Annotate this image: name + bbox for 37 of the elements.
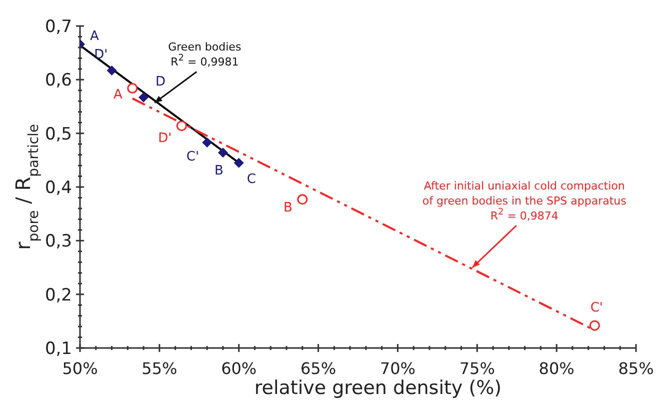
point bbox=[234, 158, 244, 168]
point bbox=[297, 194, 308, 205]
data-label: B bbox=[214, 164, 224, 179]
data-label: D' bbox=[158, 130, 172, 146]
point bbox=[218, 148, 228, 158]
x-tick-label: 65% bbox=[300, 359, 336, 378]
point bbox=[106, 66, 117, 76]
annotation: Green bodies R$^{2}$ = 0,9981 bbox=[168, 40, 242, 69]
data-label: A bbox=[90, 29, 99, 44]
x-tick-label: 85% bbox=[618, 359, 654, 378]
x-tick-label: 70% bbox=[380, 359, 416, 378]
data-label: B bbox=[283, 200, 292, 216]
data-label: A bbox=[114, 87, 123, 102]
annotation: After initial uniaxial cold compaction of green bodies in the SPS apparatus R$^{2}$ = 0,9874 bbox=[422, 180, 627, 222]
y-tick-label: 0,1 bbox=[44, 339, 72, 359]
point bbox=[202, 137, 212, 148]
x-tick-label: 60% bbox=[221, 359, 257, 378]
x-tick-label: 80% bbox=[538, 359, 574, 378]
point bbox=[127, 83, 138, 94]
x-tick-label: 75% bbox=[459, 359, 495, 378]
x-tick-label: 55% bbox=[142, 359, 178, 378]
point bbox=[138, 92, 149, 102]
data-label: D' bbox=[94, 48, 108, 63]
point bbox=[176, 120, 187, 132]
y-tick-label: 0,3 bbox=[44, 232, 72, 252]
y-tick-label: 0,6 bbox=[44, 70, 72, 91]
y-tick-label: 0,2 bbox=[44, 285, 72, 306]
data-label: C bbox=[246, 172, 256, 187]
data-label: C' bbox=[590, 300, 604, 316]
y-tick-label: 0,4 bbox=[44, 178, 72, 198]
data-label: C' bbox=[186, 149, 200, 164]
y-tick-label: 0,7 bbox=[44, 17, 72, 37]
x-tick-label: 50% bbox=[62, 359, 98, 378]
point bbox=[589, 320, 600, 331]
y-tick-label: 0,5 bbox=[44, 124, 72, 144]
data-label: D bbox=[156, 74, 166, 90]
x-axis-title: relative green density (%) bbox=[254, 377, 502, 399]
